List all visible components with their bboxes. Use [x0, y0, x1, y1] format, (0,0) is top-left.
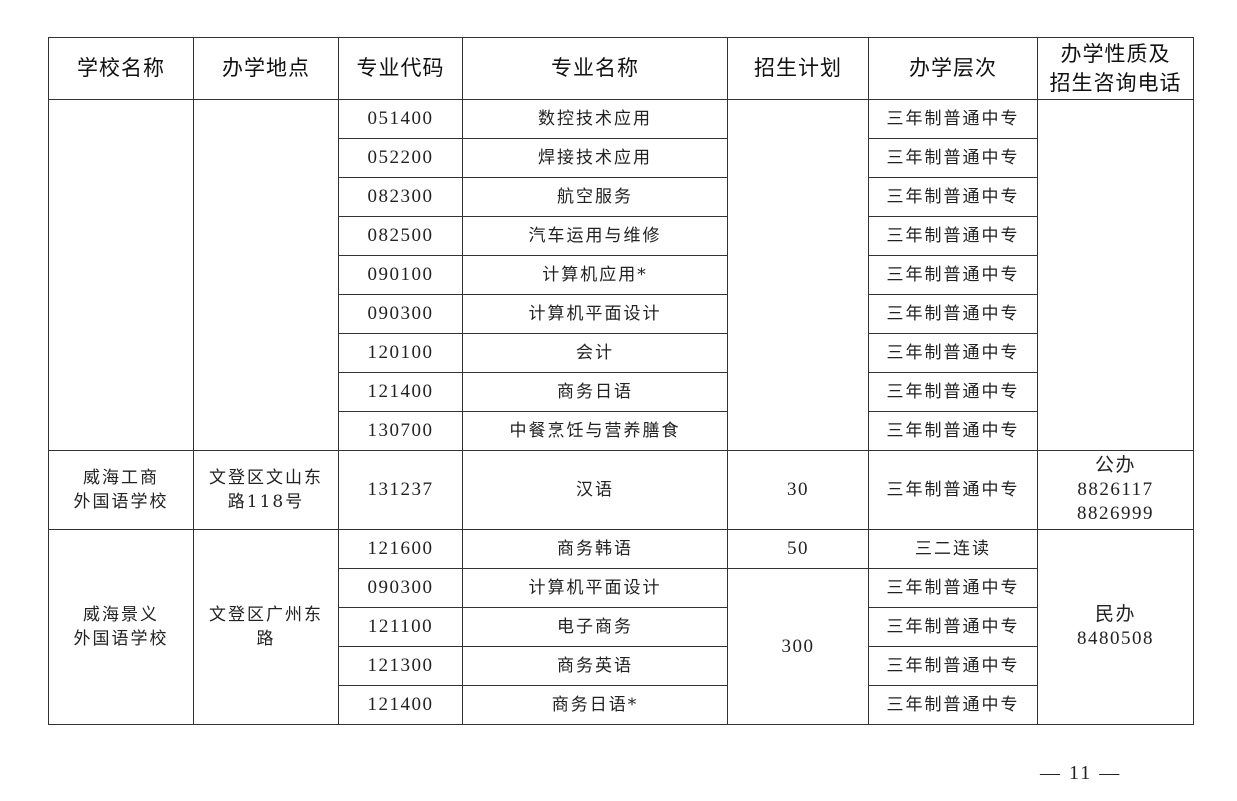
school-level: 三年制普通中专 — [868, 294, 1038, 334]
school-level: 三年制普通中专 — [868, 138, 1038, 178]
table-row: 121400 商务日语 三年制普通中专 — [49, 372, 1194, 412]
major-name: 中餐烹饪与营养膳食 — [462, 411, 728, 451]
school-level: 三年制普通中专 — [868, 372, 1038, 412]
school-level: 三年制普通中专 — [868, 255, 1038, 295]
header-major: 专业名称 — [462, 37, 728, 100]
school-level: 三年制普通中专 — [868, 411, 1038, 451]
major-name: 汽车运用与维修 — [462, 216, 728, 256]
enrollment-plan — [727, 99, 869, 451]
school-nature: 民办 — [1094, 604, 1136, 625]
major-code: 121100 — [338, 607, 463, 647]
table-row: 威海工商 外国语学校 文登区文山东 路118号 131237 汉语 30 三年制普通中专公… — [48, 450, 1194, 530]
major-name: 商务日语 — [462, 372, 728, 412]
major-name: 数控技术应用 — [462, 99, 728, 139]
major-code: 052200 — [338, 138, 463, 178]
table-row: 121300 商务英语 三年制普通中专 — [49, 646, 1194, 686]
header-row: 学校名称 办学地点 专业代码 专业名称 招生计划 办学层次 办学性质及 招生咨询… — [48, 37, 1194, 100]
major-code: 090100 — [338, 255, 463, 295]
header-nature-phone: 办学性质及 招生咨询电话 — [1037, 37, 1194, 100]
enrollment-plan: 50 — [727, 529, 869, 569]
major-code: 131237 — [338, 450, 463, 530]
header-location: 办学地点 — [193, 37, 339, 100]
header-plan: 招生计划 — [727, 37, 869, 100]
school-name: 威海景义 外国语学校 — [48, 529, 194, 725]
major-code: 121400 — [338, 372, 463, 412]
page-number: — 11 — — [1040, 762, 1122, 784]
major-code: 121600 — [338, 529, 463, 569]
enrollment-plan: 300 — [727, 568, 869, 725]
school-level: 三年制普通中专 — [868, 685, 1038, 725]
phone-number: 8480508 — [1077, 628, 1154, 649]
enrollment-plan: 30 — [727, 450, 869, 530]
school-name: 威海工商 外国语学校 — [48, 450, 194, 530]
school-nature: 公办 — [1094, 455, 1136, 476]
school-level: 三年制普通中专 — [868, 177, 1038, 217]
header-code: 专业代码 — [338, 37, 463, 100]
school-level: 三年制普通中专 — [868, 607, 1038, 647]
school-level: 三年制普通中专 — [868, 216, 1038, 256]
table-row: 082300 航空服务 三年制普通中专 — [49, 177, 1194, 217]
school-level: 三年制普通中专 — [868, 99, 1038, 139]
table-row: 090300 计算机平面设计 三年制普通中专 — [49, 294, 1194, 334]
phone-number: 8826999 — [1077, 503, 1154, 524]
major-code: 090300 — [338, 568, 463, 608]
table-row: 121100 电子商务 三年制普通中专 — [49, 607, 1194, 647]
table-row: 威海景义 外国语学校 文登区广州东 路 121600 商务韩语 50 三二连读民办 8480… — [48, 529, 1194, 725]
major-code: 121300 — [338, 646, 463, 686]
table-row: 121400 商务日语* 三年制普通中专 — [49, 685, 1194, 725]
major-name: 航空服务 — [462, 177, 728, 217]
major-code: 121400 — [338, 685, 463, 725]
header-school: 学校名称 — [48, 37, 194, 100]
major-name: 商务韩语 — [462, 529, 728, 569]
table-row: 130700 中餐烹饪与营养膳食 三年制普通中专 — [49, 411, 1194, 451]
school-location — [193, 99, 339, 451]
major-name: 计算机应用* — [462, 255, 728, 295]
school-level: 三年制普通中专 — [868, 568, 1038, 608]
table-row: 090300 计算机平面设计 300 三年制普通中专 — [49, 568, 1194, 725]
school-level: 三年制普通中专 — [868, 646, 1038, 686]
school-name — [48, 99, 194, 451]
nature-phone — [1037, 99, 1194, 451]
major-code: 082500 — [338, 216, 463, 256]
table-row: 051400 数控技术应用 三年制普通中专 — [48, 99, 1194, 451]
major-name: 计算机平面设计 — [462, 568, 728, 608]
major-code: 130700 — [338, 411, 463, 451]
school-level: 三年制普通中专 — [868, 450, 1038, 530]
header-level: 办学层次 — [868, 37, 1038, 100]
school-level: 三年制普通中专 — [868, 333, 1038, 373]
school-location: 文登区文山东 路118号 — [193, 450, 339, 530]
major-name: 汉语 — [462, 450, 728, 530]
major-name: 电子商务 — [462, 607, 728, 647]
table-row: 082500 汽车运用与维修 三年制普通中专 — [49, 216, 1194, 256]
phone-number: 8826117 — [1077, 479, 1154, 500]
major-name: 商务英语 — [462, 646, 728, 686]
school-level: 三二连读 — [868, 529, 1038, 569]
nature-phone: 公办 8826117 8826999 — [1037, 450, 1194, 530]
enrollment-table: 学校名称 办学地点 专业代码 专业名称 招生计划 办学层次 办学性质及 招生咨询… — [48, 37, 1194, 725]
major-name: 会计 — [462, 333, 728, 373]
table-row: 120100 会计 三年制普通中专 — [49, 333, 1194, 373]
major-name: 计算机平面设计 — [462, 294, 728, 334]
major-code: 090300 — [338, 294, 463, 334]
major-name: 商务日语* — [462, 685, 728, 725]
major-name: 焊接技术应用 — [462, 138, 728, 178]
major-code: 120100 — [338, 333, 463, 373]
table-row: 090100 计算机应用* 三年制普通中专 — [49, 255, 1194, 295]
school-location: 文登区广州东 路 — [193, 529, 339, 725]
major-code: 051400 — [338, 99, 463, 139]
table-row: 052200 焊接技术应用 三年制普通中专 — [49, 138, 1194, 178]
nature-phone: 民办 8480508 — [1037, 529, 1194, 725]
major-code: 082300 — [338, 177, 463, 217]
